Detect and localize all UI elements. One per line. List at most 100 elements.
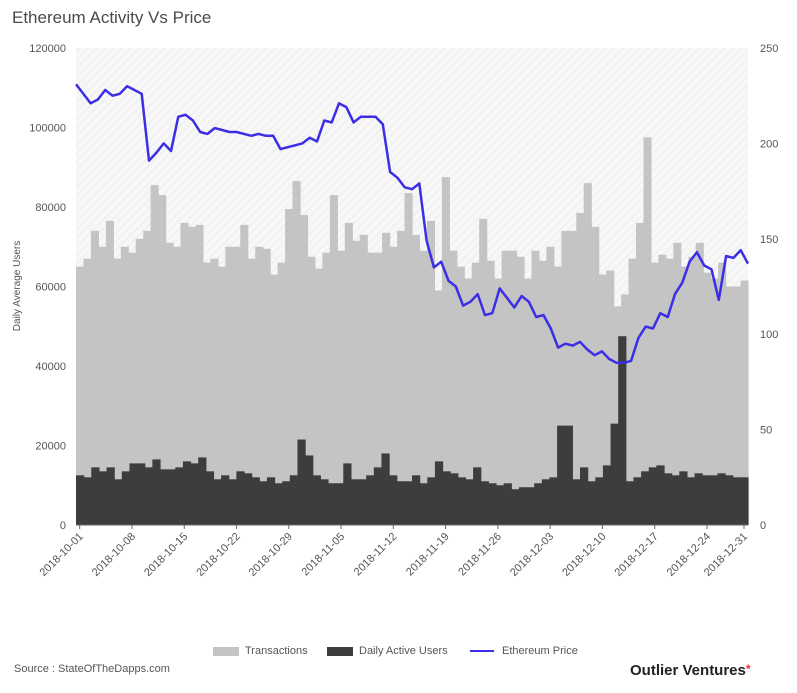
daily-active-users-bar [236, 471, 245, 525]
daily-active-users-bar [572, 479, 581, 525]
daily-active-users-bar [656, 465, 665, 525]
legend-item-ethereum-price: Ethereum Price [470, 645, 578, 657]
daily-active-users-bar [76, 475, 85, 525]
daily-active-users-bar [618, 336, 627, 525]
transactions-bar [277, 262, 286, 525]
transactions-bar [120, 246, 129, 525]
daily-active-users-bar [610, 423, 619, 525]
source-text: Source : StateOfTheDapps.com [14, 663, 170, 675]
y-tick-label: 40000 [35, 361, 66, 373]
transactions-bar [449, 250, 458, 525]
legend-swatch-daily-active-users [327, 646, 353, 656]
y2-tick-label: 200 [760, 138, 778, 150]
transactions-bar [658, 254, 667, 525]
transactions-bar [710, 278, 719, 525]
daily-active-users-bar [389, 475, 398, 525]
brand-logo: Outlier Ventures* [630, 662, 751, 679]
daily-active-users-bar [182, 461, 192, 525]
transactions-bar [524, 278, 533, 525]
x-tick-label: 2018-11-19 [404, 531, 452, 579]
daily-active-users-bar [198, 457, 207, 525]
transactions-bar [703, 272, 712, 525]
daily-active-users-bar [480, 481, 489, 525]
transactions-bar [464, 278, 473, 525]
daily-active-users-bar [221, 475, 230, 525]
transactions-bar [188, 226, 197, 525]
daily-active-users-bar [91, 467, 100, 525]
x-tick-label: 2018-10-01 [38, 531, 86, 579]
daily-active-users-bar [740, 477, 749, 525]
transactions-bar [516, 256, 525, 525]
y2-tick-label: 100 [760, 329, 778, 341]
legend-label-ethereum-price: Ethereum Price [502, 645, 578, 657]
transactions-bar [538, 260, 547, 525]
transactions-bar [232, 246, 241, 525]
y2-axis-ticks: 0 50 100 150 200 250 [760, 43, 778, 532]
daily-active-users-bar [694, 473, 703, 525]
daily-active-users-bar [679, 471, 688, 525]
y-tick-label: 120000 [29, 43, 66, 55]
transactions-bar [270, 274, 279, 525]
transactions-bar [553, 266, 562, 525]
x-tick-label: 2018-12-10 [560, 531, 608, 579]
x-tick-label: 2018-10-08 [90, 531, 138, 579]
daily-active-users-bar [526, 487, 535, 525]
daily-active-users-bar [587, 481, 596, 525]
transactions-bar [76, 266, 85, 525]
y-axis-ticks: 0 20000 40000 60000 80000 100000 120000 [29, 43, 66, 532]
transactions-bar [606, 270, 615, 525]
transactions-bar [404, 193, 413, 525]
legend-swatch-transactions [213, 646, 239, 656]
transactions-bar [344, 222, 353, 525]
transactions-bar [135, 238, 144, 526]
transactions-bar [195, 224, 204, 525]
transactions-bar [613, 306, 622, 525]
daily-active-users-bar [427, 477, 436, 525]
daily-active-users-bar [350, 479, 360, 525]
transactions-bar [173, 246, 182, 525]
daily-active-users-bar [358, 479, 367, 525]
transactions-bar [165, 242, 174, 525]
x-tick-label: 2018-10-15 [142, 531, 190, 579]
daily-active-users-bar [366, 475, 375, 525]
transactions-bars [76, 137, 749, 526]
transactions-bar [314, 268, 323, 525]
transactions-bar [98, 246, 107, 525]
transactions-bar [688, 256, 697, 525]
transactions-bar [329, 195, 338, 525]
daily-active-users-bar [648, 467, 657, 525]
transactions-bar [643, 137, 652, 525]
daily-active-users-bar [488, 483, 497, 525]
y-axis-label: Daily Average Users [12, 241, 23, 331]
transactions-bar [486, 260, 495, 525]
daily-active-users-bar [442, 471, 451, 525]
x-tick-label: 2018-11-05 [299, 531, 347, 579]
legend-line-ethereum-price [470, 650, 494, 652]
daily-active-users-bar [664, 473, 673, 525]
transactions-bar [665, 258, 674, 525]
y2-tick-label: 250 [760, 43, 778, 55]
y2-tick-label: 50 [760, 425, 772, 437]
transactions-bar [307, 256, 316, 525]
transactions-bar [322, 252, 331, 525]
daily-active-users-bar [83, 477, 92, 525]
daily-active-users-bar [686, 477, 696, 525]
transactions-bar [673, 242, 682, 525]
daily-active-users-bar [320, 479, 329, 525]
transactions-bar [426, 220, 435, 525]
x-tick-label: 2018-12-03 [508, 531, 556, 579]
daily-active-users-bar [602, 465, 612, 525]
transactions-bar [740, 280, 749, 525]
daily-active-users-bar [732, 477, 741, 525]
transactions-bar [90, 230, 99, 525]
daily-active-users-bar [160, 469, 169, 525]
transactions-bar [180, 222, 189, 525]
chart-title: Ethereum Activity Vs Price [12, 8, 212, 27]
transactions-bar [262, 248, 271, 526]
transactions-bar [531, 250, 540, 525]
daily-active-users-bar [633, 477, 642, 525]
transactions-bar [434, 290, 443, 525]
daily-active-users-bar [167, 469, 176, 525]
transactions-bar [397, 230, 406, 525]
daily-active-users-bar [289, 475, 299, 525]
